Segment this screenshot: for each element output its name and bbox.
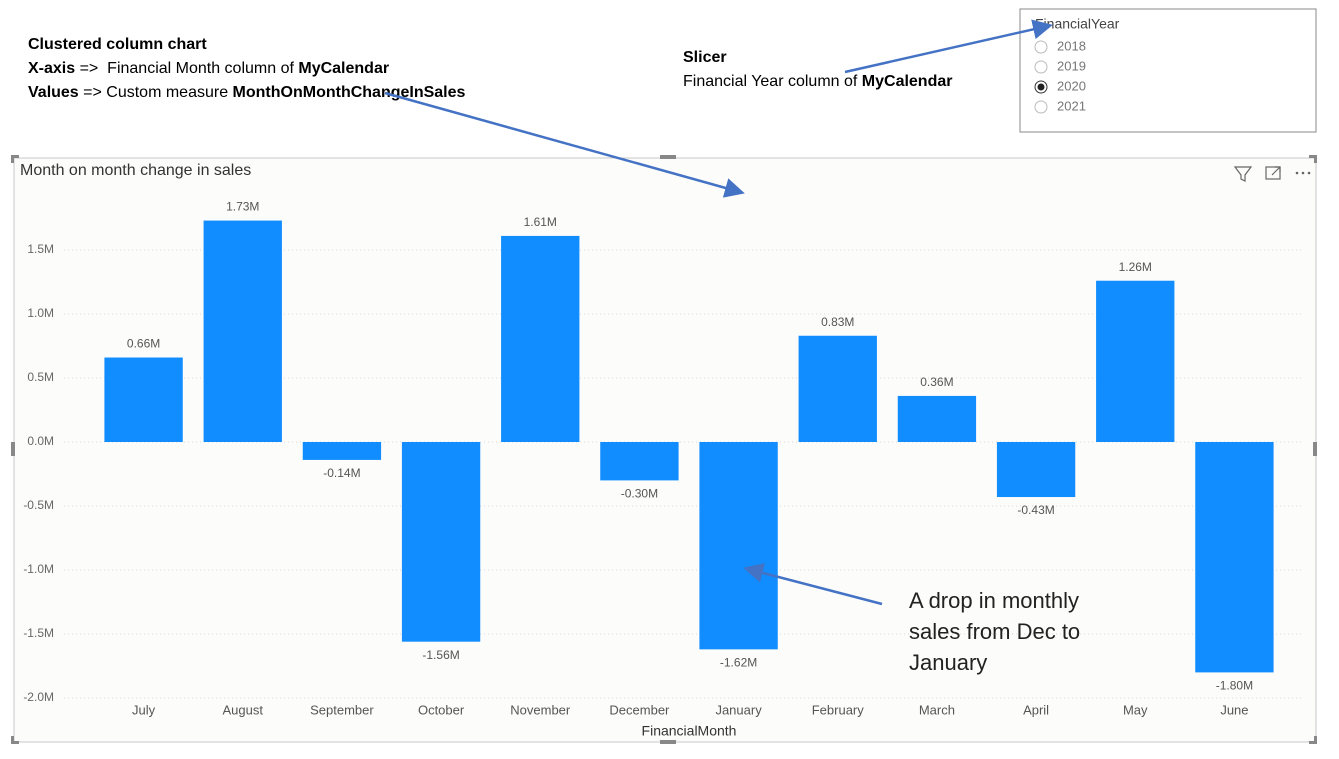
note-slicer: Financial Year column of MyCalendar bbox=[683, 73, 952, 90]
slicer-options: 2018 2019 2020 2021 bbox=[1034, 38, 1086, 114]
slicer-option[interactable]: 2018 bbox=[1057, 38, 1086, 53]
data-label: -1.62M bbox=[720, 656, 757, 670]
note-text: => Custom measure bbox=[79, 84, 233, 101]
x-axis-title: FinancialMonth bbox=[642, 723, 737, 739]
note-table: MyCalendar bbox=[862, 73, 953, 90]
x-tick-label: March bbox=[919, 702, 955, 717]
filter-icon[interactable] bbox=[1233, 166, 1253, 182]
x-tick-label: April bbox=[1023, 702, 1049, 717]
radio-button[interactable] bbox=[1034, 60, 1048, 74]
bar bbox=[1096, 280, 1175, 442]
arrow bbox=[384, 91, 745, 198]
slicer-option[interactable]: 2020 bbox=[1057, 78, 1086, 93]
y-tick-label: -2.0M bbox=[23, 690, 54, 704]
note-table: MyCalendar bbox=[298, 60, 389, 77]
data-label: -1.56M bbox=[422, 648, 459, 662]
note-key: X-axis bbox=[28, 60, 75, 77]
x-tick-label: May bbox=[1123, 702, 1148, 717]
x-tick-label: December bbox=[609, 702, 670, 717]
bar bbox=[1195, 442, 1274, 673]
note-text: Financial Year column of bbox=[683, 73, 862, 90]
x-tick-label: July bbox=[132, 702, 156, 717]
x-tick-label: August bbox=[223, 702, 264, 717]
plot: -2.0M -1.5M -1.0M -0.5M 0.0M 0.5M 1.0M 1.5M July… bbox=[23, 200, 1304, 717]
note-x: X-axis => Financial Month column of MyCa… bbox=[28, 60, 389, 77]
data-label: -0.30M bbox=[621, 487, 658, 501]
note-slicer-heading: Slicer bbox=[683, 49, 727, 66]
note-key: Values bbox=[28, 84, 79, 101]
data-label: 0.36M bbox=[920, 375, 953, 389]
x-tick-label: October bbox=[418, 702, 465, 717]
data-label: 1.26M bbox=[1119, 260, 1152, 274]
bar bbox=[302, 442, 382, 460]
chart-title: Month on month change in sales bbox=[20, 162, 251, 179]
data-label: -1.80M bbox=[1216, 679, 1253, 693]
slicer-option[interactable]: 2021 bbox=[1057, 98, 1086, 113]
frame-handles bbox=[11, 155, 1317, 744]
note-measure: MonthOnMonthChangeInSales bbox=[233, 84, 466, 101]
x-tick-label: June bbox=[1220, 702, 1248, 717]
note-drop: A drop in monthly sales from Dec to Janu… bbox=[909, 588, 1081, 675]
radio-dot bbox=[1037, 83, 1045, 91]
note-text: => Financial Month column of bbox=[75, 60, 298, 77]
data-label: 0.66M bbox=[127, 337, 160, 351]
x-tick-label: November bbox=[510, 702, 571, 717]
note-heading: Clustered column chart bbox=[28, 36, 207, 53]
note-values: Values => Custom measure MonthOnMonthCha… bbox=[28, 84, 466, 101]
radio-button[interactable] bbox=[1034, 100, 1048, 114]
more-options[interactable] bbox=[1295, 171, 1311, 175]
arrow bbox=[844, 19, 1053, 74]
x-tick-label: September bbox=[310, 702, 374, 717]
note-chart: Clustered column chart bbox=[28, 36, 207, 53]
bar bbox=[501, 235, 580, 442]
y-tick-label: -0.5M bbox=[23, 498, 54, 512]
y-tick-label: -1.5M bbox=[23, 626, 54, 640]
focus-icon[interactable] bbox=[1265, 166, 1281, 180]
y-tick-label: 1.5M bbox=[27, 242, 54, 256]
bar bbox=[600, 442, 679, 481]
data-label: -0.14M bbox=[323, 466, 360, 480]
slicer-frame bbox=[1019, 8, 1317, 133]
x-tick-label: February bbox=[812, 702, 865, 717]
data-label: 1.61M bbox=[524, 215, 557, 229]
slicer-title: FinancialYear bbox=[1035, 16, 1120, 32]
y-tick-label: 0.0M bbox=[27, 434, 54, 448]
radio-button[interactable] bbox=[1034, 40, 1048, 54]
x-tick-label: January bbox=[715, 702, 762, 717]
data-label: 1.73M bbox=[226, 200, 259, 214]
data-label: -0.43M bbox=[1017, 503, 1054, 517]
bar bbox=[897, 395, 977, 442]
bar bbox=[104, 357, 183, 442]
bar bbox=[996, 442, 1076, 498]
visual-header-icons[interactable] bbox=[1233, 166, 1311, 182]
slicer-option[interactable]: 2019 bbox=[1057, 58, 1086, 73]
y-tick-label: 1.0M bbox=[27, 306, 54, 320]
y-tick-label: -1.0M bbox=[23, 562, 54, 576]
y-tick-label: 0.5M bbox=[27, 370, 54, 384]
bar bbox=[699, 442, 778, 650]
bar bbox=[203, 220, 282, 442]
bar bbox=[401, 442, 481, 642]
bar bbox=[798, 335, 877, 442]
arrow bbox=[743, 563, 883, 606]
data-label: 0.83M bbox=[821, 315, 854, 329]
annotation-arrows bbox=[384, 19, 1053, 606]
